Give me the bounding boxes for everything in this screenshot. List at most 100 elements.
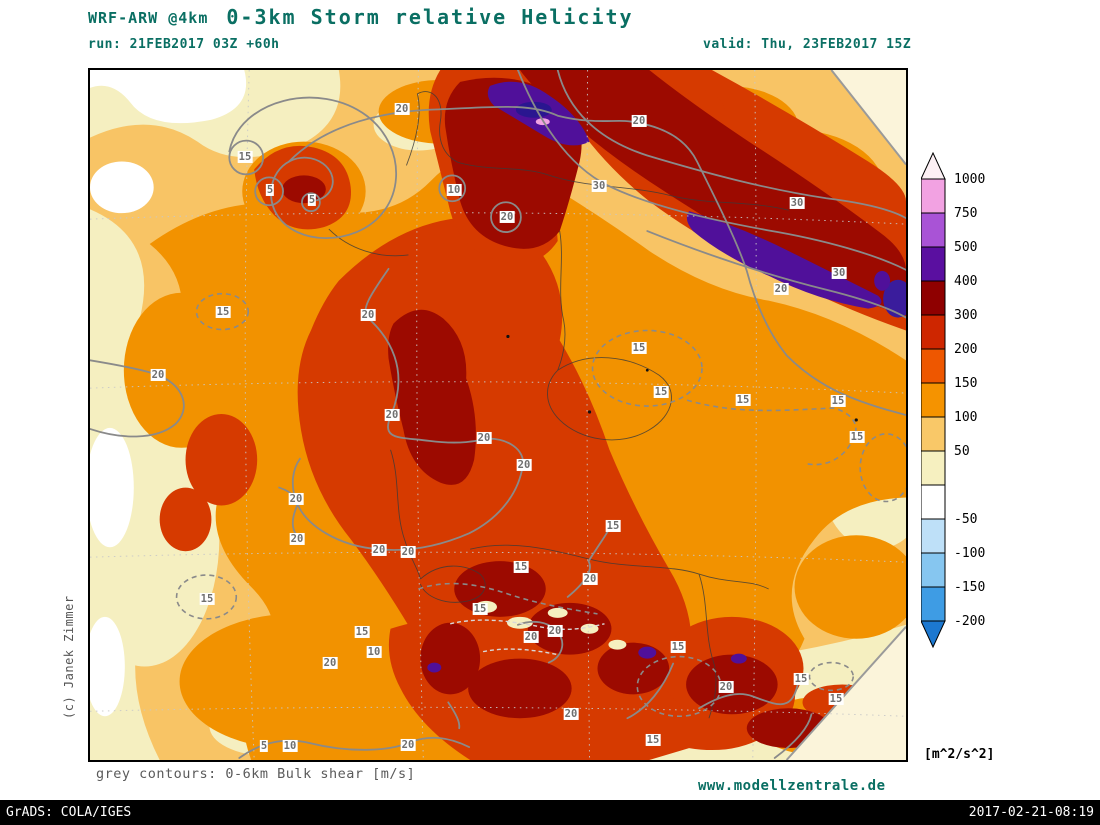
colorbar-tick-label: 300 xyxy=(954,308,977,323)
colorbar-tick-label: -50 xyxy=(954,512,977,527)
colorbar-tick-label: -150 xyxy=(954,580,985,595)
shear-contour-label: 20 xyxy=(394,102,410,116)
station-dots xyxy=(506,334,858,422)
colorbar-tick-label: 100 xyxy=(954,410,977,425)
colorbar-band xyxy=(920,416,946,452)
shear-contour-label: 15 xyxy=(670,640,686,654)
helicity-map-art xyxy=(90,70,906,760)
shear-contour-label: 20 xyxy=(631,114,647,128)
website-label: www.modellzentrale.de xyxy=(698,778,886,794)
shear-contour-label: 20 xyxy=(476,431,492,445)
domain-boundary-top-right xyxy=(830,70,906,166)
shear-contour-label: 20 xyxy=(150,368,166,382)
alpine-dashed-contours xyxy=(450,619,605,656)
colorbar-tick-label: 500 xyxy=(954,240,977,255)
copyright-label: (c) Janek Zimmer xyxy=(62,595,76,719)
shear-contour-label: 5 xyxy=(259,739,269,753)
shear-contour-label: 20 xyxy=(288,492,304,506)
shear-contour-label: 15 xyxy=(237,150,253,164)
colorbar-tick-label: 150 xyxy=(954,376,977,391)
shear-contour-label: 20 xyxy=(582,572,598,586)
shear-contour-label: 20 xyxy=(773,282,789,296)
shear-contour-label: 15 xyxy=(793,672,809,686)
colorbar-tick-label: 50 xyxy=(954,444,970,459)
status-bar: GrADS: COLA/IGES 2017-02-21-08:19 xyxy=(0,800,1100,825)
shear-contour-label: 20 xyxy=(371,543,387,557)
shear-contour-label: 10 xyxy=(282,739,298,753)
colorbar-tick-label: -100 xyxy=(954,546,985,561)
shear-contour-label: 30 xyxy=(591,179,607,193)
helicity-indigo-spot xyxy=(515,101,552,118)
colorbar-band xyxy=(920,246,946,282)
shear-contour-label: 20 xyxy=(523,630,539,644)
colorbar-tick-label: 750 xyxy=(954,206,977,221)
shear-contour-label: 20 xyxy=(289,532,305,546)
colorbar-band xyxy=(920,382,946,418)
colorbar-top-arrow xyxy=(920,151,946,180)
shear-contour-label: 20 xyxy=(516,458,532,472)
generation-timestamp: 2017-02-21-08:19 xyxy=(968,805,1094,820)
helicity-white-fill-layer xyxy=(90,70,247,717)
shear-contour-label: 15 xyxy=(472,602,488,616)
colorbar-legend: 1000 750 500 400 300 200 150 100 50 -50 -100 -150 -2… xyxy=(920,151,1003,656)
run-label: run: 21FEB2017 03Z +60h xyxy=(88,37,280,52)
domain-boundary-bottom-right xyxy=(785,626,906,760)
shear-contour-label: 20 xyxy=(400,738,416,752)
colorbar-tick-label: 400 xyxy=(954,274,977,289)
shear-contour-label: 15 xyxy=(830,394,846,408)
shear-contour-label: 15 xyxy=(645,733,661,747)
shear-labels-layer: 20 20 30 30 30 20 15 5 5 10 20 15 20 20 15 15 15 15 15 20 20… xyxy=(90,70,906,760)
shear-contour-label: 20 xyxy=(547,624,563,638)
shear-contour-label: 10 xyxy=(366,645,382,659)
shear-contour-label: 15 xyxy=(354,625,370,639)
colorbar-bottom-arrow xyxy=(920,620,946,649)
bulk-shear-contours-dashed xyxy=(175,292,906,718)
colorbar-band xyxy=(920,212,946,248)
bulk-shear-note: grey contours: 0-6km Bulk shear [m/s] xyxy=(96,766,416,782)
shear-contour-label: 5 xyxy=(265,183,275,197)
colorbar-tick-label: 1000 xyxy=(954,172,985,187)
colorbar-tick-label: 200 xyxy=(954,342,977,357)
country-borders xyxy=(328,91,789,719)
shear-contour-label: 15 xyxy=(215,305,231,319)
colorbar-band xyxy=(920,280,946,316)
colorbar-band xyxy=(920,450,946,486)
shear-contour-label: 15 xyxy=(653,385,669,399)
shear-contour-label: 15 xyxy=(849,430,865,444)
shear-contour-label: 5 xyxy=(307,193,317,207)
shear-contour-label: 15 xyxy=(828,692,844,706)
shear-contour-label: 15 xyxy=(605,519,621,533)
helicity-purple-edge-spot xyxy=(874,270,891,291)
helicity-indigo-edge-spot xyxy=(883,279,906,318)
model-label: WRF-ARW @4km xyxy=(88,9,209,27)
shear-contour-label: 15 xyxy=(199,592,215,606)
shear-contour-label: 15 xyxy=(631,341,647,355)
shear-contour-label: 30 xyxy=(831,266,847,280)
colorbar-band xyxy=(920,314,946,350)
page-title: 0-3km Storm relative Helicity xyxy=(226,5,634,29)
graticule-lines xyxy=(90,70,906,760)
colorbar-units: [m^2/s^2] xyxy=(924,747,995,762)
colorbar-band xyxy=(920,518,946,554)
shear-contour-label: 15 xyxy=(513,560,529,574)
map-area: 20 20 30 30 30 20 15 5 5 10 20 15 20 20 15 15 15 15 15 20 20… xyxy=(88,68,908,762)
shear-contour-label: 20 xyxy=(384,408,400,422)
colorbar-band xyxy=(920,552,946,588)
shear-contour-label: 30 xyxy=(789,196,805,210)
colorbar-band xyxy=(920,178,946,214)
shear-contour-label: 20 xyxy=(499,210,515,224)
shear-contour-label: 20 xyxy=(360,308,376,322)
colorbar-band xyxy=(920,484,946,520)
colorbar-band xyxy=(920,348,946,384)
shear-contour-label: 15 xyxy=(735,393,751,407)
colorbar-band xyxy=(920,586,946,622)
shear-contour-label: 20 xyxy=(718,680,734,694)
shear-contour-label: 20 xyxy=(563,707,579,721)
grads-credit: GrADS: COLA/IGES xyxy=(6,805,132,820)
shear-contour-label: 10 xyxy=(446,183,462,197)
shear-contour-label: 20 xyxy=(322,656,338,670)
colorbar-scale: 1000 750 500 400 300 200 150 100 50 -50 -100 -150 -2… xyxy=(920,151,985,649)
valid-label: valid: Thu, 23FEB2017 15Z xyxy=(703,37,912,52)
colorbar-tick-label: -200 xyxy=(954,614,985,629)
